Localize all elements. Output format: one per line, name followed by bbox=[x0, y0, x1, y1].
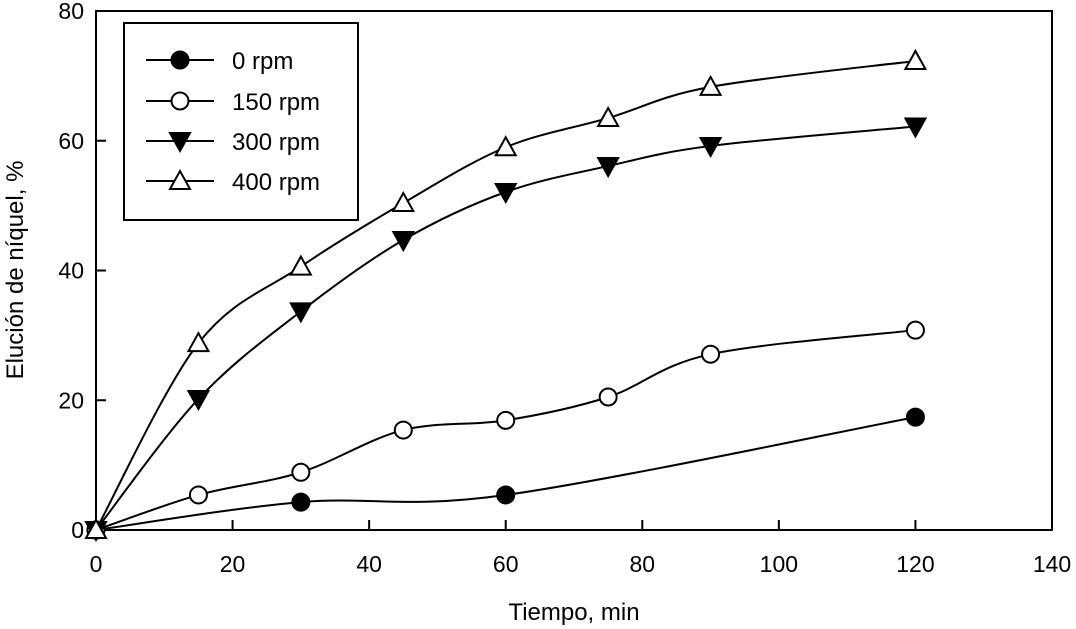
y-tick-label: 0 bbox=[71, 517, 84, 543]
data-point bbox=[391, 231, 415, 253]
data-point bbox=[391, 190, 415, 213]
legend-label: 300 rpm bbox=[232, 129, 320, 156]
x-axis-title: Tiempo, min bbox=[508, 599, 639, 626]
x-tick-label: 100 bbox=[760, 551, 798, 577]
data-point bbox=[701, 344, 721, 364]
legend-label: 150 rpm bbox=[232, 89, 320, 116]
x-tick-label: 40 bbox=[356, 551, 382, 577]
data-point bbox=[496, 485, 516, 505]
x-tick-label: 120 bbox=[896, 551, 934, 577]
legend: 0 rpm 150 rpm 300 rpm 400 rpm bbox=[123, 22, 359, 221]
legend-box bbox=[123, 22, 359, 221]
legend-marker bbox=[170, 50, 190, 70]
data-point bbox=[291, 462, 311, 482]
legend-marker bbox=[168, 168, 192, 190]
x-tick-label: 80 bbox=[629, 551, 655, 577]
legend-label: 400 rpm bbox=[232, 169, 320, 196]
y-tick-label: 80 bbox=[58, 0, 84, 24]
data-point bbox=[84, 517, 108, 539]
data-point bbox=[903, 48, 928, 70]
y-axis-title: Elución de níquel, % bbox=[2, 161, 29, 380]
data-point bbox=[496, 410, 516, 430]
y-tick-label: 60 bbox=[58, 128, 84, 154]
data-point bbox=[698, 136, 723, 158]
data-point bbox=[596, 105, 620, 128]
data-point bbox=[291, 492, 311, 512]
y-tick-label: 40 bbox=[58, 258, 84, 284]
y-tick-label: 20 bbox=[58, 387, 84, 413]
data-point bbox=[596, 157, 620, 179]
legend-label: 0 rpm bbox=[232, 48, 293, 75]
data-point bbox=[494, 135, 518, 157]
data-point bbox=[494, 183, 518, 205]
data-point bbox=[598, 387, 618, 407]
ticks: 0 20 40 60 80 100 120 140 0 20 40 60 80 bbox=[58, 0, 1071, 577]
data-point bbox=[186, 389, 211, 412]
legend-marker bbox=[168, 132, 192, 154]
data-point bbox=[393, 420, 413, 440]
series-markers bbox=[84, 48, 928, 543]
data-point bbox=[905, 320, 925, 340]
x-tick-label: 140 bbox=[1033, 551, 1071, 577]
data-point bbox=[698, 74, 723, 96]
x-tick-label: 20 bbox=[220, 551, 246, 577]
data-point bbox=[188, 485, 208, 505]
data-point bbox=[289, 302, 313, 324]
data-point bbox=[186, 331, 211, 353]
x-tick-label: 60 bbox=[493, 551, 519, 577]
data-point bbox=[289, 254, 313, 276]
series-line-0 bbox=[95, 416, 916, 531]
data-point bbox=[903, 117, 928, 139]
x-tick-label: 0 bbox=[90, 551, 103, 577]
legend-marker bbox=[170, 91, 190, 111]
data-point bbox=[905, 407, 925, 427]
